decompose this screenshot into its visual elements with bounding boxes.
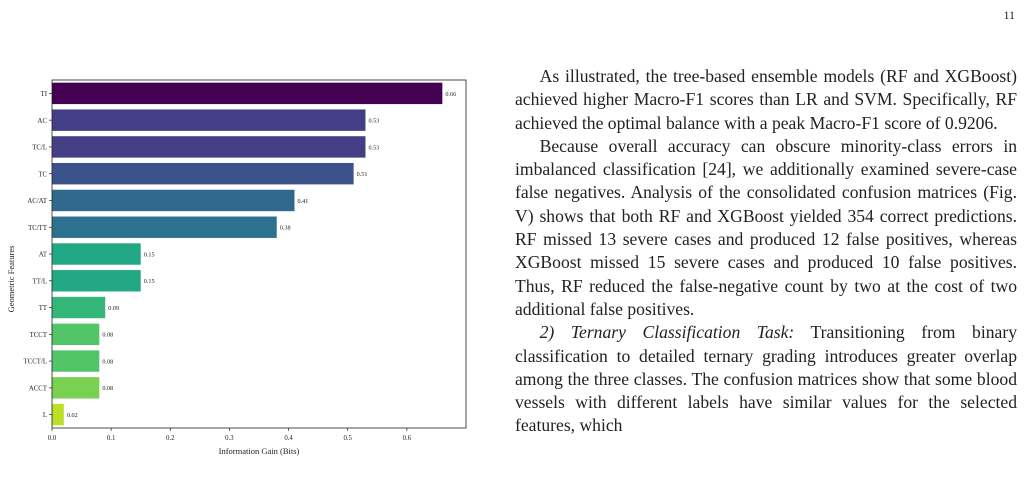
data-label: 0.53 bbox=[368, 144, 379, 151]
category-label: ACCT bbox=[29, 385, 48, 392]
bar bbox=[52, 162, 354, 185]
bar bbox=[52, 109, 366, 131]
category-label: TT/L bbox=[33, 278, 47, 285]
page-number: 11 bbox=[1003, 8, 1015, 22]
data-label: 0.15 bbox=[144, 251, 155, 258]
data-label: 0.08 bbox=[102, 358, 113, 365]
data-label: 0.15 bbox=[144, 278, 155, 285]
x-tick-label: 0.3 bbox=[225, 435, 234, 442]
category-label: AC/AT bbox=[27, 198, 47, 205]
data-label: 0.66 bbox=[445, 91, 456, 98]
axes-frame bbox=[51, 79, 467, 429]
bar bbox=[52, 350, 100, 372]
data-label: 0.51 bbox=[357, 171, 368, 178]
category-label: TCCT bbox=[30, 332, 48, 339]
data-label: 0.38 bbox=[280, 225, 291, 232]
bar bbox=[52, 296, 106, 319]
paragraph-body: Transitioning from binary classification… bbox=[515, 322, 1017, 436]
data-label: 0.09 bbox=[108, 305, 119, 312]
bar bbox=[52, 136, 366, 158]
category-label: TT bbox=[39, 305, 48, 312]
category-label: TI bbox=[41, 91, 48, 98]
y-axis-label: Geometric Features bbox=[6, 246, 16, 313]
category-label: AT bbox=[39, 252, 48, 259]
data-label: 0.08 bbox=[102, 385, 113, 392]
plot-border bbox=[51, 79, 467, 429]
bar bbox=[52, 243, 141, 265]
bar bbox=[52, 270, 141, 292]
category-labels: TI AC TC/L TC AC/AT TC/TT AT TT/L TT TCCT TCCT/L AC… bbox=[24, 91, 52, 419]
bar bbox=[52, 323, 100, 346]
data-label: 0.08 bbox=[102, 332, 113, 339]
body-text-column: As illustrated, the tree-based ensemble … bbox=[515, 65, 1017, 438]
bar bbox=[52, 216, 277, 238]
category-label: TCCT/L bbox=[24, 359, 47, 366]
category-label: L bbox=[43, 412, 47, 419]
paragraph: 2) Ternary Classification Task: Transiti… bbox=[515, 321, 1017, 437]
x-axis-label: Information Gain (Bits) bbox=[219, 446, 300, 456]
bar bbox=[52, 82, 443, 105]
feature-importance-chart: TI AC TC/L TC AC/AT TC/TT AT TT/L TT TCCT TCCT/L AC… bbox=[6, 79, 467, 456]
bar bbox=[52, 403, 64, 426]
subsection-heading: 2) Ternary Classification Task: bbox=[539, 322, 795, 343]
x-tick-label: 0.1 bbox=[107, 435, 116, 442]
x-tick-label: 0.6 bbox=[403, 435, 412, 442]
data-label: 0.41 bbox=[297, 198, 308, 205]
category-label: TC/L bbox=[32, 145, 47, 152]
x-ticks: 0.0 0.1 0.2 0.3 0.4 0.5 0.6 bbox=[48, 428, 412, 442]
x-tick-label: 0.5 bbox=[343, 435, 352, 442]
category-label: AC bbox=[38, 118, 48, 125]
bar bbox=[52, 189, 295, 212]
category-label: TC/TT bbox=[28, 225, 48, 232]
x-tick-label: 0.2 bbox=[166, 435, 175, 442]
paragraph: As illustrated, the tree-based ensemble … bbox=[515, 66, 1017, 133]
x-tick-label: 0.0 bbox=[48, 435, 57, 442]
value-labels: 0.66 0.53 0.53 0.51 0.41 0.38 0.15 0.15 0.09 0.08… bbox=[67, 91, 456, 419]
bar bbox=[52, 377, 100, 399]
category-label: TC bbox=[38, 171, 47, 178]
x-tick-label: 0.4 bbox=[284, 435, 293, 442]
bar-group bbox=[52, 82, 443, 426]
data-label: 0.53 bbox=[368, 118, 379, 125]
data-label: 0.02 bbox=[67, 412, 78, 419]
paragraph: Because overall accuracy can obscure min… bbox=[515, 135, 1017, 319]
